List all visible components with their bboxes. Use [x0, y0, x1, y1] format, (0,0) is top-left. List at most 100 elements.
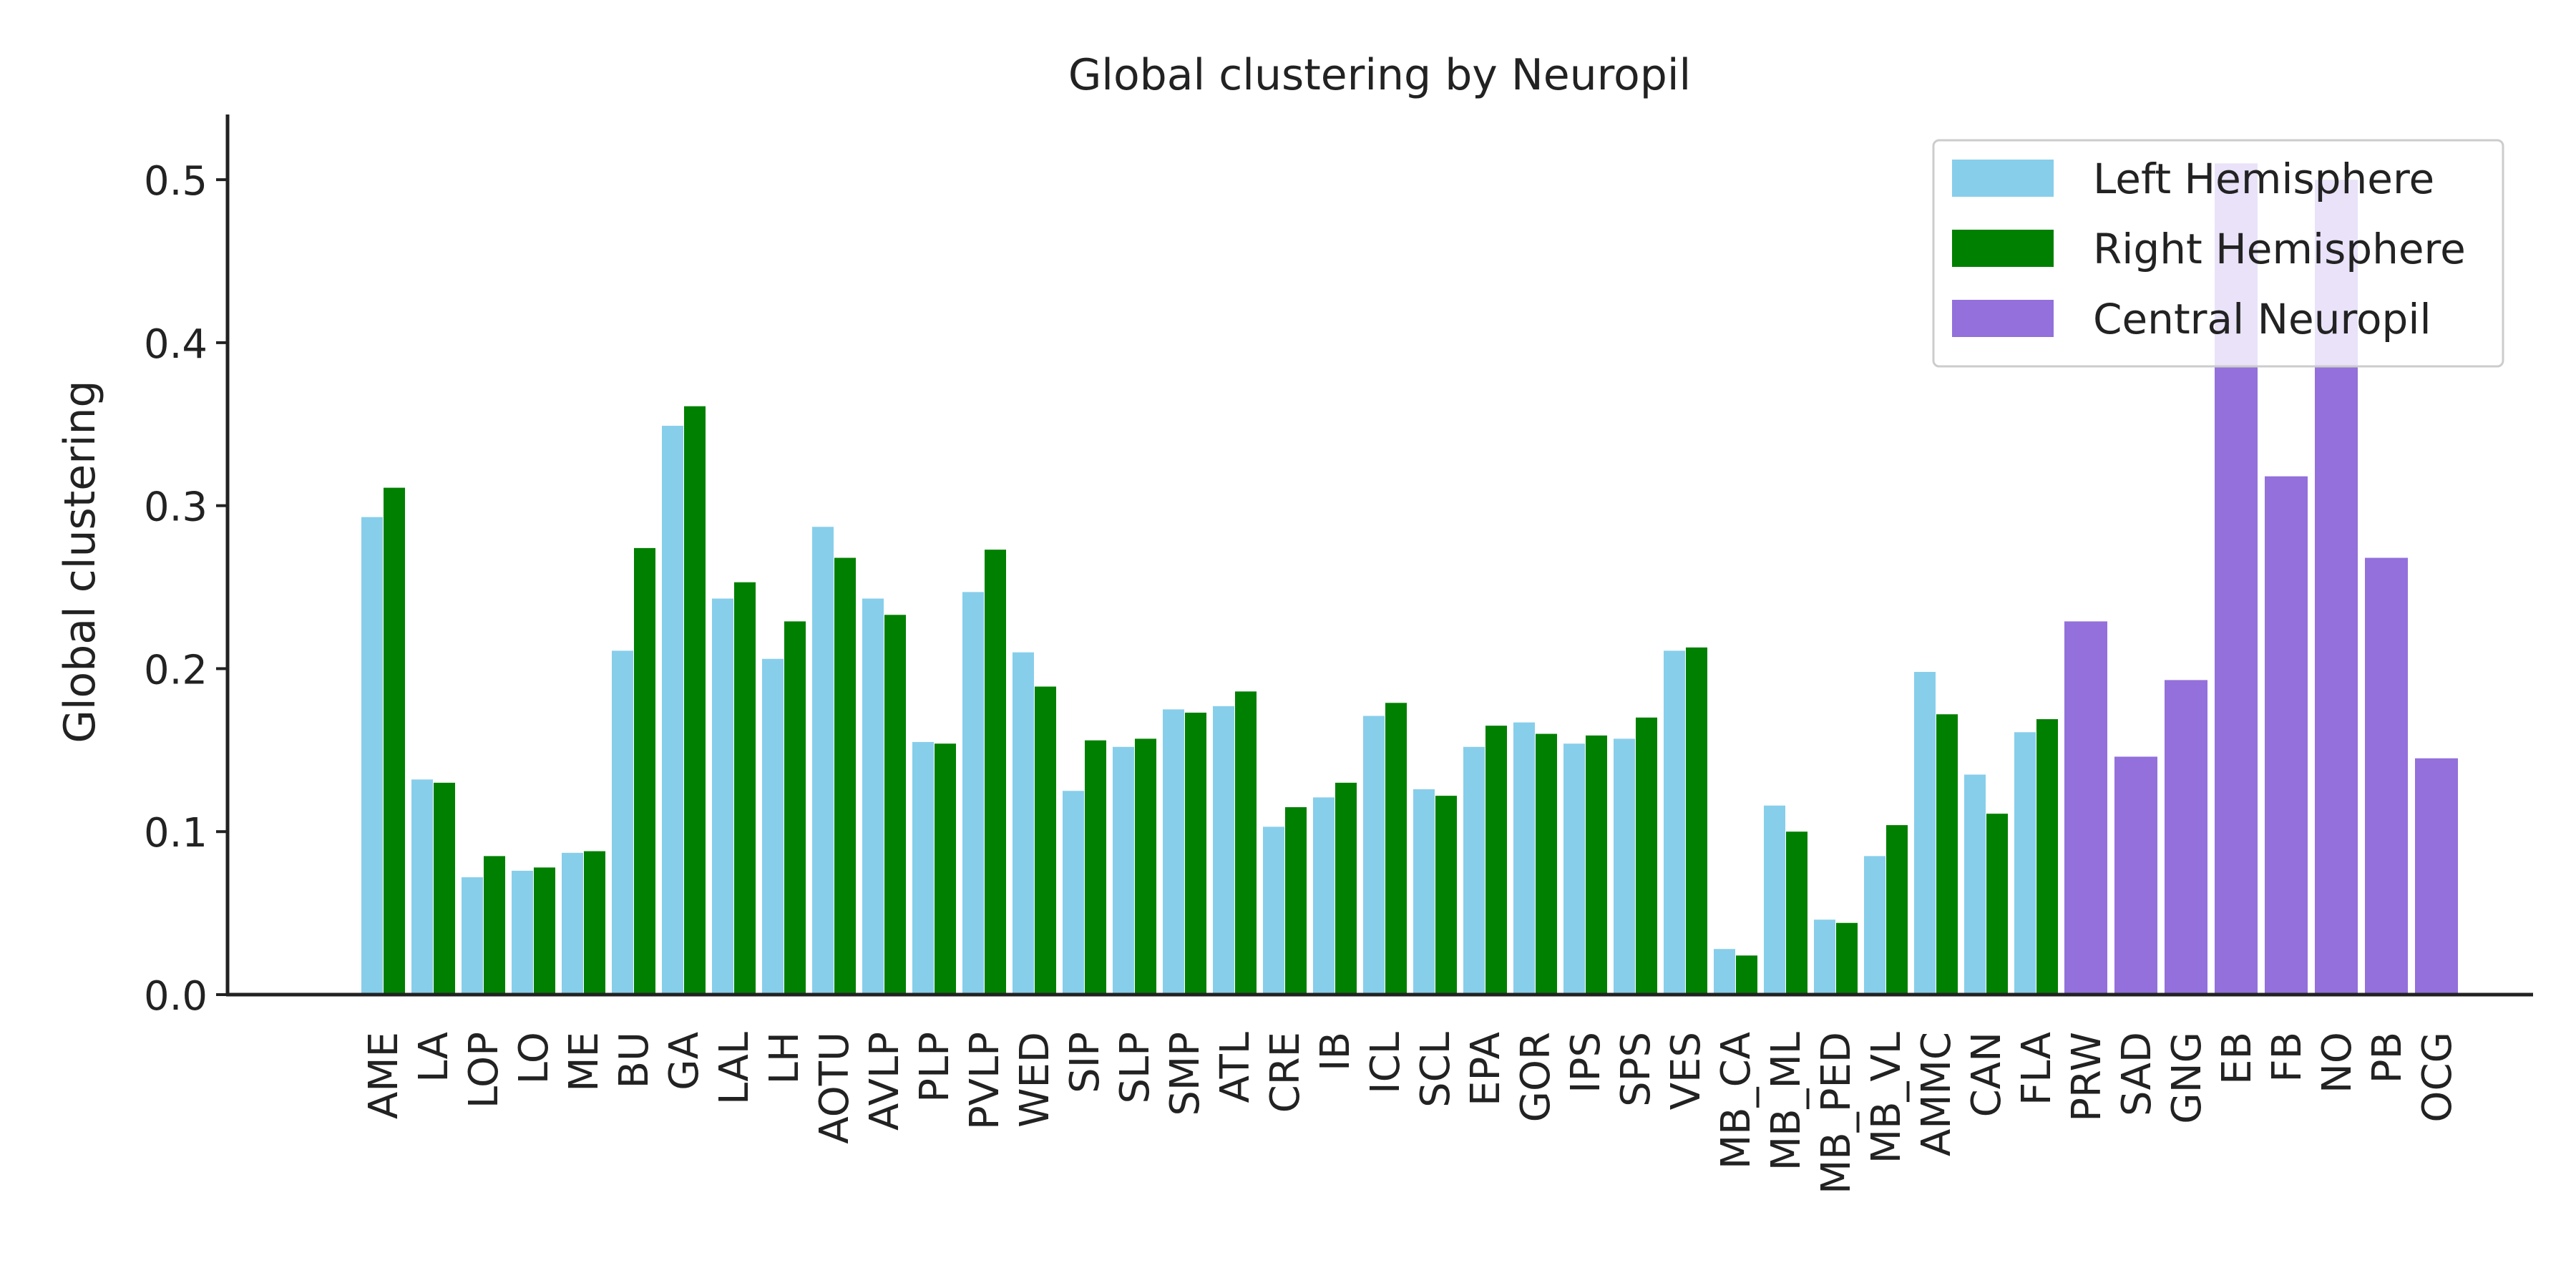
x-axis-ticks: AME LA LOP LO ME BU GA LAL LH AOTU AVLP PLP PVLP WED S… — [361, 1032, 2461, 1194]
bar-left-smp — [1163, 709, 1184, 995]
bar-left-wed — [1013, 652, 1034, 995]
x-tick-label: AMMC — [1913, 1032, 1960, 1156]
x-tick-label: PRW — [2064, 1032, 2110, 1122]
bar-right-la — [434, 782, 455, 995]
legend-swatch — [1952, 160, 2054, 197]
x-tick-label: LA — [411, 1032, 457, 1083]
legend: Left Hemisphere Right Hemisphere Central N… — [1932, 139, 2504, 368]
bar-left-atl — [1213, 706, 1234, 995]
x-tick-label: SPS — [1613, 1032, 1659, 1107]
y-tick-label: 0.2 — [144, 647, 208, 693]
bar-right-mb-vl — [1886, 825, 1908, 995]
bar-right-smp — [1185, 712, 1206, 995]
bar-right-mb-ped — [1836, 922, 1858, 995]
bar-right-me — [584, 851, 605, 995]
bar-left-mb-ca — [1714, 949, 1735, 995]
x-tick-label: SCL — [1413, 1032, 1459, 1108]
bar-right-aotu — [834, 557, 856, 995]
x-tick-label: LH — [761, 1032, 808, 1084]
chart-title: Global clustering by Neuropil — [1068, 50, 1691, 100]
bar-left-lh — [762, 658, 784, 995]
bar-right-atl — [1235, 691, 1257, 995]
bar-right-mb-ml — [1786, 831, 1807, 995]
bar-right-wed — [1035, 686, 1056, 995]
x-tick-label: FB — [2264, 1032, 2311, 1083]
x-tick-label: PLP — [912, 1032, 958, 1103]
bar-right-sps — [1636, 717, 1657, 995]
bar-right-lal — [734, 582, 756, 995]
bar-left-mb-ped — [1814, 919, 1835, 995]
x-tick-label: SLP — [1112, 1032, 1158, 1104]
bar-left-sip — [1063, 791, 1084, 995]
bar-central-gng — [2165, 680, 2207, 995]
bar-right-ib — [1335, 782, 1357, 995]
bar-left-ips — [1563, 743, 1585, 995]
x-tick-label: SIP — [1062, 1032, 1108, 1093]
bar-marks — [361, 163, 2458, 995]
bar-left-ga — [662, 426, 683, 995]
bar-right-plp — [935, 743, 956, 995]
bar-right-ga — [684, 406, 706, 995]
bar-right-avlp — [884, 615, 906, 995]
bar-left-slp — [1113, 746, 1134, 995]
x-tick-label: MB_ML — [1763, 1032, 1810, 1171]
bar-right-cre — [1285, 807, 1307, 995]
legend-label: Left Hemisphere — [2093, 155, 2434, 203]
bar-central-pb — [2365, 557, 2408, 995]
bar-right-lop — [484, 856, 505, 995]
bar-left-pvlp — [962, 592, 984, 995]
bar-left-aotu — [812, 527, 834, 995]
bar-left-ammc — [1914, 672, 1936, 995]
bar-left-gor — [1513, 722, 1535, 995]
x-tick-label: LAL — [711, 1032, 758, 1105]
bar-left-cre — [1263, 826, 1284, 995]
bar-right-lh — [784, 621, 806, 995]
bar-left-sps — [1614, 738, 1635, 995]
x-tick-label: ICL — [1362, 1032, 1409, 1094]
bar-left-ves — [1664, 650, 1685, 995]
y-tick-label: 0.0 — [144, 973, 208, 1020]
x-tick-label: SMP — [1162, 1032, 1209, 1116]
x-tick-label: SAD — [2114, 1032, 2160, 1116]
bar-right-ame — [384, 487, 405, 995]
x-tick-label: ME — [561, 1032, 608, 1092]
bar-central-sad — [2114, 756, 2157, 995]
x-tick-label: MB_CA — [1713, 1032, 1760, 1169]
bar-central-prw — [2064, 621, 2107, 995]
x-tick-label: IB — [1312, 1032, 1359, 1071]
bar-left-me — [562, 852, 583, 995]
bar-left-avlp — [862, 598, 884, 995]
x-tick-label: NO — [2314, 1032, 2361, 1093]
bar-left-ib — [1313, 797, 1335, 995]
bar-left-plp — [912, 741, 934, 995]
x-tick-label: IPS — [1563, 1032, 1609, 1093]
x-tick-label: EB — [2214, 1032, 2260, 1085]
x-tick-label: AVLP — [862, 1032, 908, 1131]
bar-right-slp — [1135, 738, 1156, 995]
bar-right-scl — [1435, 796, 1457, 995]
x-tick-label: OCG — [2414, 1032, 2461, 1123]
bar-left-lo — [512, 870, 533, 995]
bar-right-icl — [1385, 703, 1407, 995]
bar-right-sip — [1085, 740, 1106, 995]
x-tick-label: CAN — [1963, 1032, 2010, 1117]
bar-right-can — [1986, 814, 2008, 995]
bar-left-bu — [612, 650, 633, 995]
x-tick-label: MB_VL — [1863, 1032, 1910, 1163]
x-tick-label: GOR — [1513, 1032, 1559, 1122]
bar-right-ammc — [1936, 714, 1958, 995]
legend-swatch — [1952, 230, 2054, 267]
bar-left-can — [1964, 774, 1986, 995]
x-tick-label: WED — [1012, 1032, 1058, 1128]
bar-central-ocg — [2415, 758, 2458, 995]
x-tick-label: AOTU — [811, 1032, 858, 1144]
bar-right-bu — [634, 547, 655, 995]
y-axis-ticks: 0.0 0.1 0.2 0.3 0.4 0.5 — [144, 158, 228, 1020]
x-tick-label: GA — [661, 1032, 708, 1091]
y-tick-label: 0.4 — [144, 321, 208, 368]
x-tick-label: ATL — [1212, 1032, 1259, 1103]
x-tick-label: PVLP — [962, 1032, 1008, 1130]
legend-label: Right Hemisphere — [2093, 225, 2466, 273]
legend-swatch — [1952, 300, 2054, 337]
legend-label: Central Neuropil — [2093, 295, 2431, 343]
